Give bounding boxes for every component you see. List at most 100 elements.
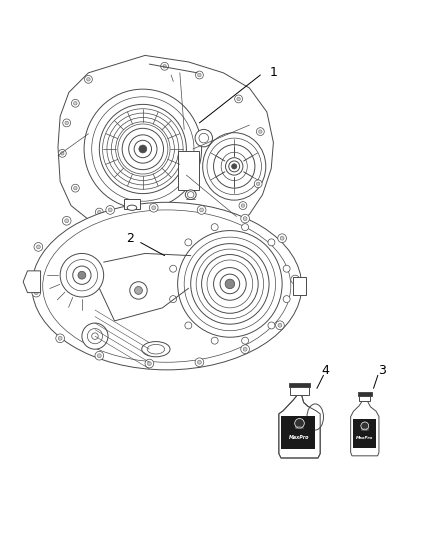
Text: 1: 1	[269, 66, 277, 79]
Ellipse shape	[85, 76, 92, 83]
Ellipse shape	[98, 211, 101, 214]
Ellipse shape	[291, 275, 300, 284]
Ellipse shape	[225, 279, 235, 289]
Polygon shape	[351, 401, 379, 456]
Ellipse shape	[254, 180, 262, 188]
Ellipse shape	[241, 214, 250, 223]
Ellipse shape	[203, 133, 266, 200]
Bar	[289, 383, 310, 387]
Text: MOPAR: MOPAR	[360, 427, 369, 432]
Ellipse shape	[170, 296, 177, 303]
Ellipse shape	[65, 219, 69, 223]
Ellipse shape	[197, 206, 206, 214]
Ellipse shape	[232, 164, 237, 169]
Ellipse shape	[58, 336, 62, 340]
Bar	[281, 416, 315, 449]
Polygon shape	[293, 277, 306, 295]
Ellipse shape	[241, 345, 250, 353]
Ellipse shape	[108, 208, 112, 212]
Text: MOPAR: MOPAR	[295, 426, 304, 430]
Ellipse shape	[242, 337, 249, 344]
Ellipse shape	[32, 203, 302, 370]
Polygon shape	[58, 55, 273, 243]
Ellipse shape	[106, 206, 115, 214]
Ellipse shape	[242, 224, 249, 231]
Ellipse shape	[139, 145, 147, 153]
Ellipse shape	[178, 231, 282, 337]
Ellipse shape	[211, 337, 218, 344]
Ellipse shape	[311, 408, 320, 426]
Ellipse shape	[134, 287, 142, 294]
Ellipse shape	[243, 217, 247, 221]
Ellipse shape	[195, 130, 212, 147]
Ellipse shape	[84, 89, 201, 209]
Ellipse shape	[82, 323, 108, 349]
Ellipse shape	[60, 151, 64, 155]
Ellipse shape	[65, 121, 68, 125]
Ellipse shape	[145, 359, 154, 368]
Ellipse shape	[235, 95, 243, 103]
Ellipse shape	[241, 204, 245, 207]
Ellipse shape	[74, 102, 77, 105]
Ellipse shape	[361, 422, 369, 430]
Ellipse shape	[56, 334, 64, 343]
Ellipse shape	[149, 204, 158, 212]
Ellipse shape	[185, 322, 192, 329]
Ellipse shape	[34, 290, 38, 295]
Bar	[290, 387, 309, 395]
Ellipse shape	[256, 182, 260, 185]
Polygon shape	[178, 151, 199, 190]
Ellipse shape	[99, 104, 186, 193]
Ellipse shape	[34, 243, 43, 251]
Ellipse shape	[87, 78, 90, 81]
Ellipse shape	[258, 130, 262, 133]
Ellipse shape	[132, 230, 136, 233]
Ellipse shape	[243, 347, 247, 351]
Ellipse shape	[198, 73, 201, 77]
Ellipse shape	[95, 351, 104, 360]
Ellipse shape	[127, 205, 137, 211]
Ellipse shape	[239, 201, 247, 209]
Ellipse shape	[278, 234, 286, 243]
Ellipse shape	[185, 190, 196, 199]
Ellipse shape	[185, 239, 192, 246]
Ellipse shape	[130, 282, 147, 299]
Ellipse shape	[58, 149, 66, 157]
Ellipse shape	[176, 235, 184, 242]
Text: MaxPro: MaxPro	[356, 437, 374, 440]
Ellipse shape	[283, 265, 290, 272]
Ellipse shape	[71, 99, 79, 107]
Ellipse shape	[95, 208, 103, 216]
Bar	[124, 199, 140, 208]
Polygon shape	[23, 271, 41, 293]
Ellipse shape	[295, 418, 304, 428]
Text: 2: 2	[126, 232, 134, 245]
Text: 4: 4	[321, 365, 329, 377]
Bar	[359, 396, 371, 401]
Bar	[358, 392, 371, 396]
Ellipse shape	[170, 265, 177, 272]
Ellipse shape	[276, 321, 284, 329]
Ellipse shape	[36, 245, 40, 249]
Ellipse shape	[198, 360, 201, 364]
Ellipse shape	[62, 216, 71, 225]
Ellipse shape	[152, 206, 155, 209]
Ellipse shape	[195, 71, 203, 79]
Ellipse shape	[211, 224, 218, 231]
Ellipse shape	[293, 278, 297, 281]
Ellipse shape	[170, 214, 199, 232]
Ellipse shape	[74, 187, 77, 190]
Ellipse shape	[178, 237, 182, 240]
Ellipse shape	[78, 271, 86, 279]
Ellipse shape	[130, 228, 138, 236]
Ellipse shape	[268, 239, 275, 246]
Ellipse shape	[268, 322, 275, 329]
Bar	[353, 419, 376, 448]
Ellipse shape	[60, 254, 104, 297]
Ellipse shape	[148, 361, 151, 366]
Ellipse shape	[211, 223, 219, 231]
Text: MaxPro: MaxPro	[289, 435, 310, 440]
Ellipse shape	[283, 296, 290, 303]
Ellipse shape	[256, 128, 264, 135]
Ellipse shape	[142, 342, 170, 357]
